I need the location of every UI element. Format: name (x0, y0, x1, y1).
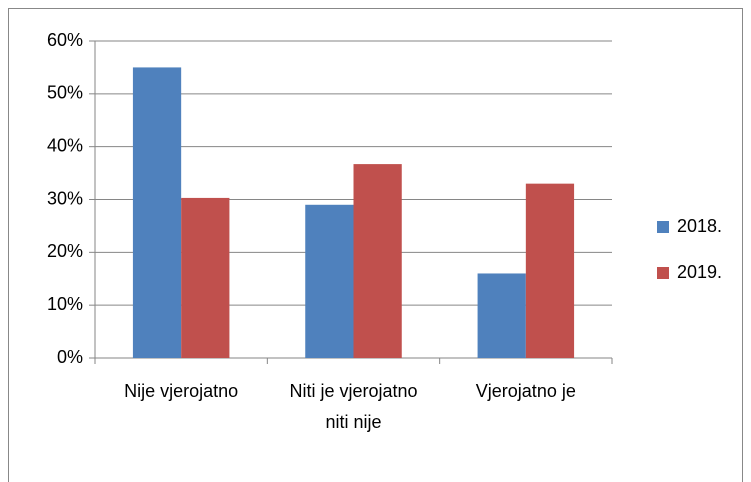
legend-label: 2019. (677, 262, 722, 282)
bar (305, 204, 354, 358)
y-tick-label: 40% (47, 135, 83, 155)
legend-swatch (657, 267, 669, 279)
y-tick-label: 0% (57, 347, 83, 367)
bar (525, 183, 575, 358)
legend-swatch (657, 221, 669, 233)
x-tick-label: Niti je vjerojatno niti nije (289, 381, 418, 432)
y-tick-label: 50% (47, 83, 83, 103)
y-tick-label: 60% (47, 30, 83, 50)
y-tick-label: 20% (47, 241, 83, 261)
bar (477, 273, 526, 358)
x-tick-label: Nije vjerojatno (124, 381, 239, 401)
chart-border (8, 8, 743, 482)
legend-label: 2018. (677, 216, 722, 236)
bar (181, 197, 230, 358)
x-tick-label: Vjerojatno je (475, 381, 576, 401)
bar (353, 164, 402, 358)
y-tick-label: 10% (47, 294, 83, 314)
bar (132, 67, 182, 359)
y-tick-label: 30% (47, 188, 83, 208)
